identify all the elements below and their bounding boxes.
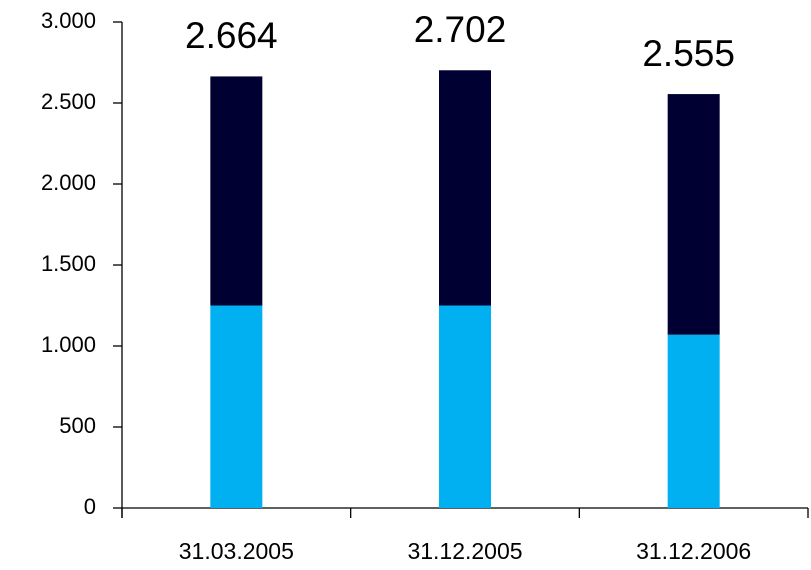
total-label: 2.702 xyxy=(414,9,507,50)
total-label: 2.555 xyxy=(642,33,735,74)
y-tick-label: 1.500 xyxy=(41,251,96,276)
total-label: 2.664 xyxy=(185,15,278,56)
y-tick-label: 2.000 xyxy=(41,170,96,195)
bar-segment xyxy=(667,94,720,335)
x-tick-label: 31.03.2005 xyxy=(179,538,294,564)
x-tick-label: 31.12.2006 xyxy=(636,538,751,564)
y-tick-label: 0 xyxy=(84,494,96,519)
bar-segment xyxy=(210,76,263,306)
bar-segment xyxy=(210,305,263,508)
x-tick-label: 31.12.2005 xyxy=(407,538,522,564)
bar-segment xyxy=(439,70,491,306)
bar-segment xyxy=(439,305,491,508)
y-tick-label: 3.000 xyxy=(41,8,96,33)
y-tick-label: 2.500 xyxy=(41,89,96,114)
bar-segment xyxy=(667,334,720,508)
y-tick-label: 1.000 xyxy=(41,332,96,357)
y-tick-label: 500 xyxy=(59,413,96,438)
